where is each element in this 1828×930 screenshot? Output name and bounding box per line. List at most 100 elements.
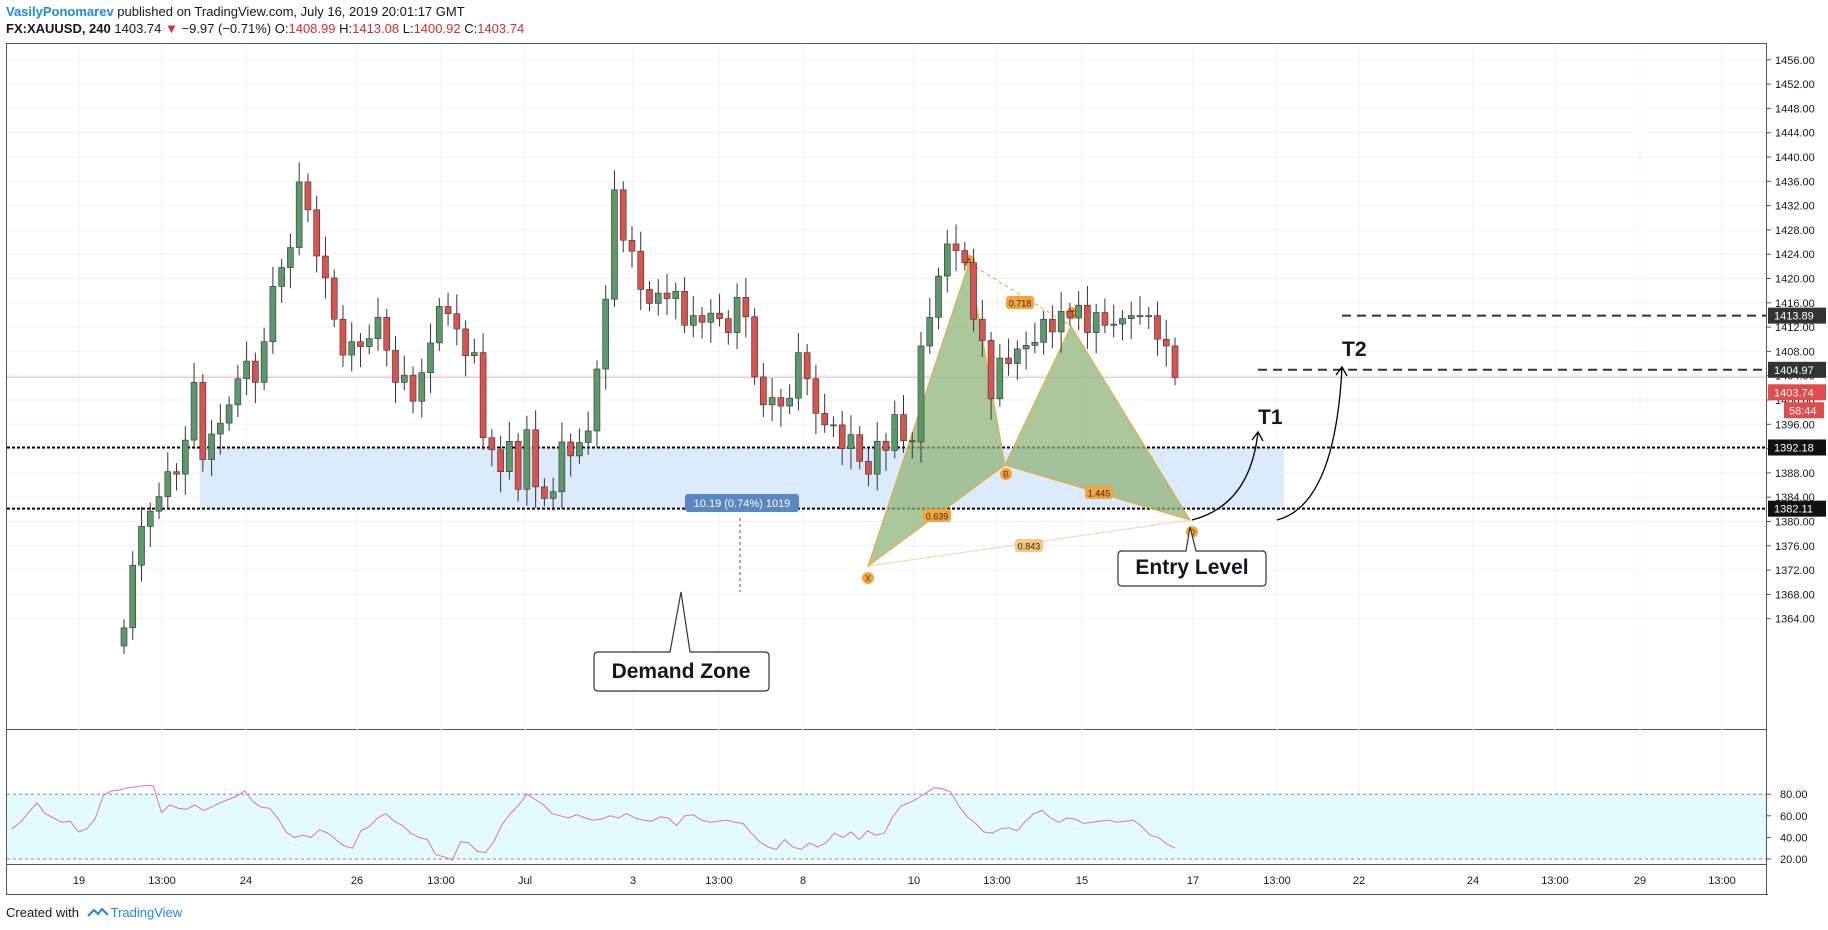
candle-body [1127,315,1135,319]
pattern-point-label: X [865,574,871,584]
candle-down [1136,296,1144,325]
candle-body [427,342,434,373]
candle-body [488,437,496,451]
price-tag-t2-bg [1768,307,1826,324]
candle-down [532,410,539,508]
candle-body [435,306,443,344]
author-link[interactable]: VasilyPonomarev [6,4,114,19]
candle-up [418,358,426,418]
ratio-badge [1085,486,1113,499]
candle-body [1031,341,1039,346]
tradingview-link[interactable]: TradingView [110,905,183,920]
rsi-tick-label: 20.00 [1780,854,1808,866]
candle-body [847,434,855,449]
candle-down [900,395,907,453]
y-tick-label: 1420.00 [1775,274,1815,286]
low-value: 1400.92 [413,21,461,36]
candle-body [760,376,767,406]
candle-body [1014,348,1021,364]
low-label: L: [402,21,414,36]
price-tag-last: 1403.74 [1774,387,1814,399]
candle-body [295,181,303,248]
candle-up [1092,304,1100,354]
published-text: published on TradingView.com, July 16, 2… [117,4,465,19]
candle-body [444,306,452,315]
ratio-badge [1015,539,1043,552]
candle-up [1127,301,1135,340]
x-tick-label: 8 [800,875,806,887]
candle-body [330,277,338,320]
candle-up [1031,322,1039,354]
candle-body [628,239,636,252]
candle-up [891,400,899,459]
candle-body [182,439,189,475]
candle-up [1110,304,1117,338]
candle-body [374,317,382,339]
candle-body [278,267,285,287]
candle-body [593,368,601,432]
candle-body [768,397,776,406]
demand-zone-label: Demand Zone [612,660,751,683]
rsi-tick-label: 40.00 [1780,832,1808,844]
candle-body [795,352,802,399]
price-tag-zone-bottom-bg [1768,500,1826,517]
t2-arrowhead [1335,365,1348,377]
candle-down [479,333,487,450]
price-axis: 1456.00 1452.00 1448.00 1444.00 1440.00 1436.… [1766,55,1815,866]
candle-up [120,619,128,654]
candle-body [619,189,627,241]
countdown-tag-bg [1784,402,1824,419]
candle-up [611,170,618,308]
candle-body [541,486,548,499]
candle-body [803,352,811,380]
candle-body [129,564,137,629]
candle-down [725,310,732,345]
candle-down [619,181,627,253]
candle-down [838,410,846,466]
candle-down [865,447,872,487]
candle-body [1084,304,1091,333]
candle-body [252,360,259,383]
candle-down [199,373,207,472]
candle-body [497,449,504,472]
high-label: H: [339,21,353,36]
candle-body [339,318,347,356]
candle-body [164,471,172,497]
candle-down [453,294,461,346]
symbol-info: FX:XAUUSD, 240 1403.74 ▼ −9.97 (−0.71%) … [6,21,524,36]
candle-body [146,510,154,527]
demand-zone-callout [593,591,770,692]
candle-body [1145,315,1153,318]
rsi-pane [7,785,1766,861]
candle-up [471,338,478,364]
candle-down [970,248,977,332]
candle-down [392,336,399,404]
candle-body [365,338,373,347]
candle-down [444,292,452,326]
pattern-point-x [862,572,874,584]
footer: Created with TradingView [6,905,182,920]
candle-body [1101,312,1109,326]
candle-up [1022,331,1030,370]
candle-body [812,378,820,414]
last-price: 1403.74 [114,21,162,36]
candle-up [243,341,250,396]
entry-level-callout [1117,526,1267,587]
rsi-line [11,785,1176,861]
countdown-tag: 58:44 [1789,405,1817,417]
candle-up [1014,340,1021,380]
y-tick-label: 1368.00 [1775,589,1815,601]
candle-down [409,366,417,414]
candle-body [313,209,320,257]
y-tick-label: 1440.00 [1775,152,1815,164]
candle-body [287,247,294,268]
candle-body [1110,323,1117,326]
candle-body [882,441,890,451]
candle-down [330,269,338,328]
candle-body [961,250,969,264]
candle-body [970,262,977,320]
x-tick-label: 13:00 [1708,875,1736,887]
candle-body [453,313,461,330]
candle-down [882,432,890,472]
